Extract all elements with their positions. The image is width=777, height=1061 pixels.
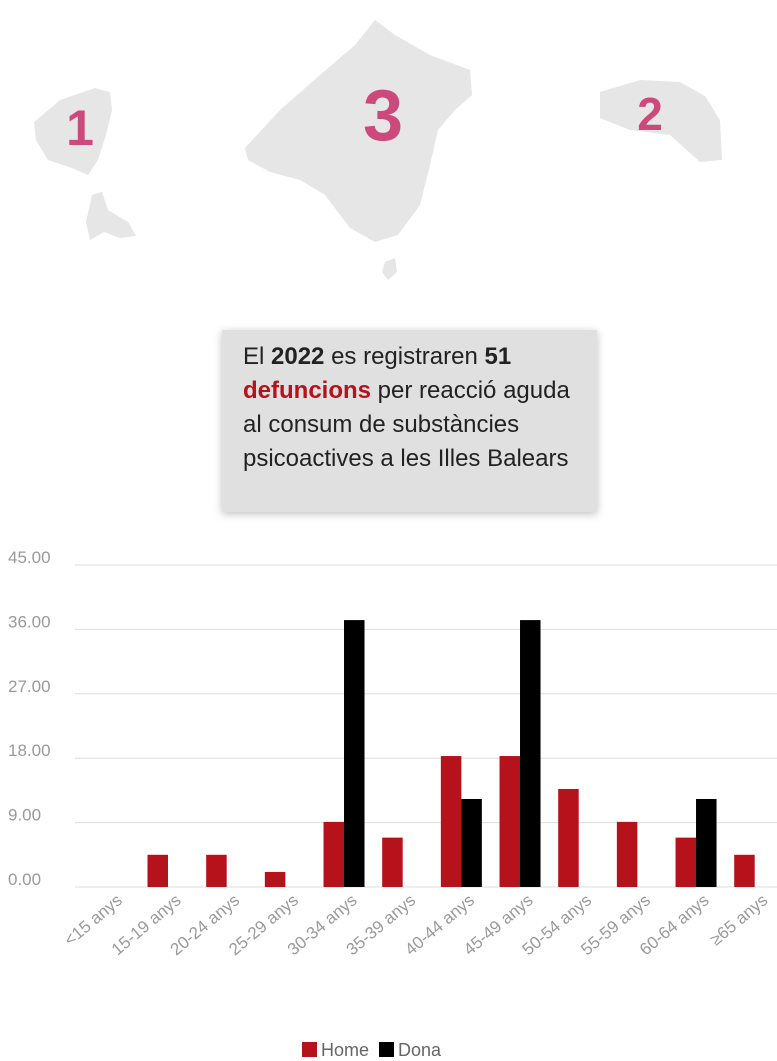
bar [323, 821, 345, 887]
bar [616, 821, 638, 887]
island-label: 3 [363, 76, 403, 156]
callout-text: per reacció aguda al consum de substànci… [243, 377, 570, 472]
x-tick-label: 35-39 anys [343, 891, 420, 960]
x-tick-label: 55-59 anys [577, 891, 654, 960]
island-label: 1 [66, 100, 94, 156]
legend-label: Dona [398, 1040, 442, 1060]
callout-text: El [243, 343, 272, 370]
island-menorca [600, 80, 722, 162]
legend-swatch [379, 1042, 395, 1057]
island-formentera [86, 192, 136, 240]
bar [206, 854, 227, 887]
x-tick-label: 15-19 anys [108, 891, 185, 960]
x-tick-label: 25-29 anys [225, 891, 302, 960]
bar [520, 620, 541, 887]
y-tick-label: 9.00 [8, 806, 41, 825]
y-tick-label: 18.00 [8, 741, 51, 760]
x-tick-label: 20-24 anys [167, 891, 244, 960]
y-tick-label: 0.00 [8, 870, 41, 889]
bar [499, 756, 521, 887]
bar [440, 756, 462, 887]
bar [558, 788, 579, 887]
legend-swatch [302, 1042, 317, 1057]
island-ibiza [34, 88, 112, 175]
map: 1 3 2 [34, 20, 722, 280]
y-tick-label: 45.00 [8, 548, 51, 567]
y-tick-label: 36.00 [8, 612, 51, 631]
callout-year: 2022 [271, 343, 325, 370]
bar [264, 871, 286, 887]
legend-label: Home [321, 1040, 369, 1060]
callout: El 2022 es registraren 51 defuncions per… [222, 330, 597, 512]
x-tick-label: 30-34 anys [284, 891, 361, 960]
island-label: 2 [637, 88, 663, 140]
x-tick-label: ≥65 anys [706, 891, 771, 950]
callout-count: 51 [484, 343, 512, 370]
callout-highlight: defuncions [243, 377, 372, 404]
x-tick-label: 50-54 anys [519, 891, 596, 960]
x-tick-label: 60-64 anys [636, 891, 713, 960]
x-tick-label: <15 anys [60, 891, 125, 950]
x-tick-label: 40-44 anys [401, 891, 478, 960]
bar [147, 854, 169, 887]
bar [344, 620, 365, 887]
bar [461, 798, 482, 887]
bar [696, 798, 717, 887]
bar [675, 837, 697, 887]
callout-text: es registraren [324, 343, 485, 370]
y-tick-label: 27.00 [8, 677, 51, 696]
x-tick-label: 45-49 anys [460, 891, 537, 960]
bar [734, 854, 755, 887]
island-cabrera [382, 258, 397, 280]
island-mallorca [245, 20, 472, 242]
bar [382, 837, 403, 887]
